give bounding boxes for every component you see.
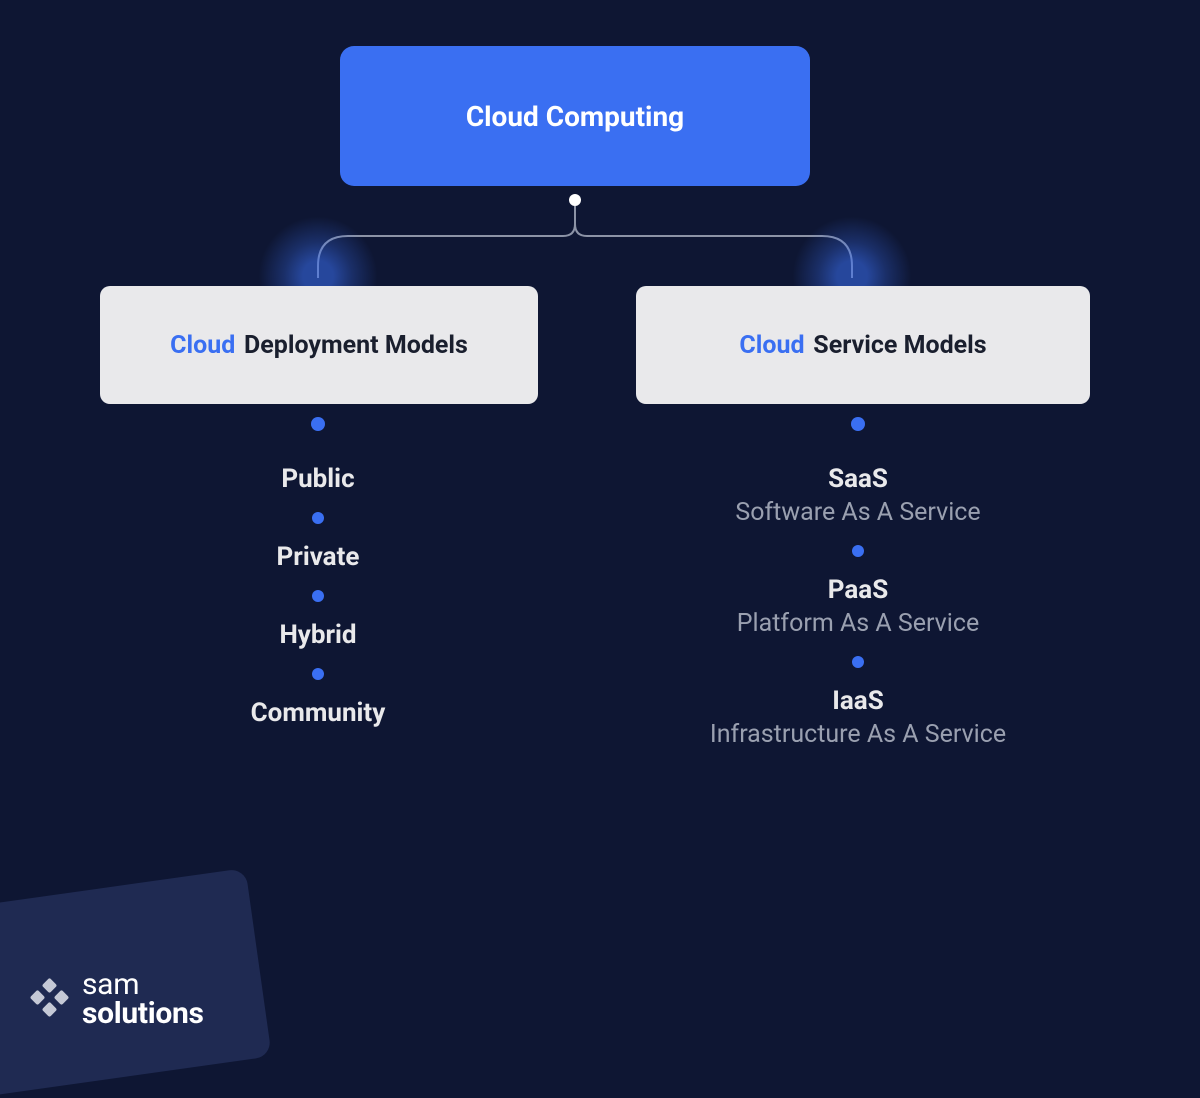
list-item: Hybrid bbox=[78, 620, 558, 650]
list-item: SaaS bbox=[618, 464, 1098, 494]
list-item-sub: Platform As A Service bbox=[618, 609, 1098, 638]
logo-line2: solutions bbox=[82, 1000, 204, 1029]
left-list: Public Private Hybrid Community bbox=[78, 464, 558, 728]
right-list: SaaS Software As A Service PaaS Platform As… bbox=[618, 464, 1098, 749]
root-label: Cloud Computing bbox=[466, 100, 684, 133]
diagram-canvas: Cloud Computing Cloud Deployment Models … bbox=[0, 0, 1200, 1048]
list-separator-dot bbox=[312, 668, 324, 680]
list-separator-dot bbox=[312, 590, 324, 602]
left-node-dot bbox=[311, 417, 325, 431]
list-item-sub: Software As A Service bbox=[618, 498, 1098, 527]
list-item: Public bbox=[78, 464, 558, 494]
right-prefix: Cloud bbox=[739, 331, 804, 360]
list-item: Private bbox=[78, 542, 558, 572]
logo-squares-icon bbox=[28, 978, 72, 1022]
list-item: PaaS bbox=[618, 575, 1098, 605]
list-separator-dot bbox=[852, 656, 864, 668]
list-separator-dot bbox=[312, 512, 324, 524]
root-node: Cloud Computing bbox=[340, 46, 810, 186]
right-rest: Service Models bbox=[813, 331, 986, 360]
list-separator-dot bbox=[852, 545, 864, 557]
right-node-dot bbox=[851, 417, 865, 431]
list-item: Community bbox=[78, 698, 558, 728]
list-item-sub: Infrastructure As A Service bbox=[618, 720, 1098, 749]
right-node: Cloud Service Models bbox=[636, 286, 1090, 404]
logo-text: sam solutions bbox=[82, 971, 204, 1028]
left-prefix: Cloud bbox=[170, 331, 235, 360]
left-rest: Deployment Models bbox=[244, 331, 468, 360]
list-item: IaaS bbox=[618, 686, 1098, 716]
left-node: Cloud Deployment Models bbox=[100, 286, 538, 404]
brand-logo: sam solutions bbox=[28, 971, 204, 1028]
